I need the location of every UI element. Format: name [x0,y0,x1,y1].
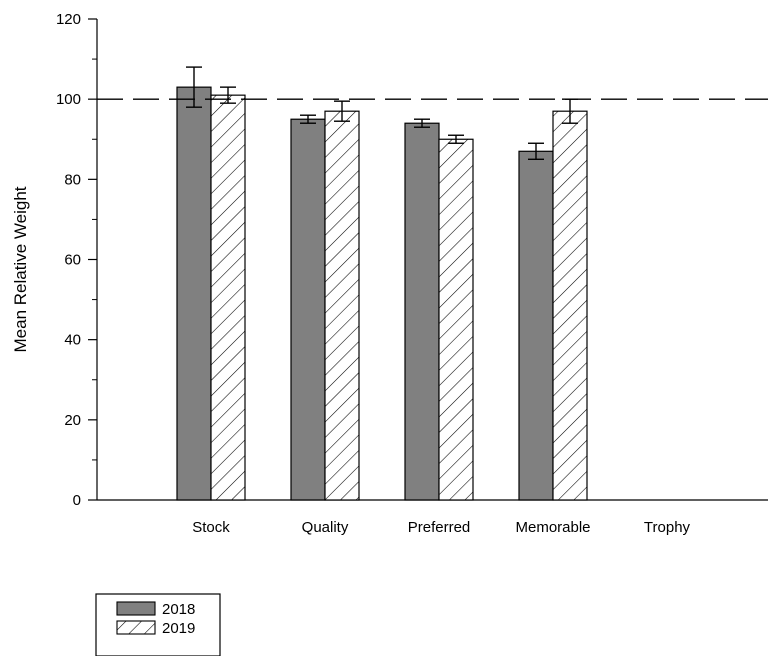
x-tick-label: Trophy [644,519,691,536]
x-tick-label: Stock [192,519,230,536]
bar-2019-preferred [438,138,474,501]
y-tick-label: 100 [56,91,81,108]
legend-swatch-2019 [116,620,156,635]
y-tick-label: 0 [73,492,81,509]
y-tick-label: 60 [64,252,81,269]
bar-2018-preferred [404,122,440,501]
y-axis-title: Mean Relative Weight [11,186,30,352]
legend: 2018 2019 [95,593,221,656]
y-tick-label: 120 [56,11,81,28]
bar-2018-stock [176,86,212,501]
bar-2018-memorable [518,150,554,501]
legend-swatch-2018 [116,601,156,616]
y-tick-label: 80 [64,171,81,188]
bar-2019-stock [210,94,246,501]
legend-label-2019: 2019 [162,620,195,637]
bar-2018-quality [290,118,326,501]
x-tick-label: Quality [302,519,349,536]
legend-box [95,593,221,656]
x-tick-label: Memorable [515,519,590,536]
y-tick-label: 40 [64,332,81,349]
x-tick-label: Preferred [408,519,471,536]
y-tick-label: 20 [64,412,81,429]
bar-2019-quality [324,110,360,501]
plot-area: 0 20 40 60 80 100 120 Mean Relative Weight Stock… [11,11,768,536]
legend-label-2018: 2018 [162,601,195,618]
bar-2019-memorable [552,110,588,501]
